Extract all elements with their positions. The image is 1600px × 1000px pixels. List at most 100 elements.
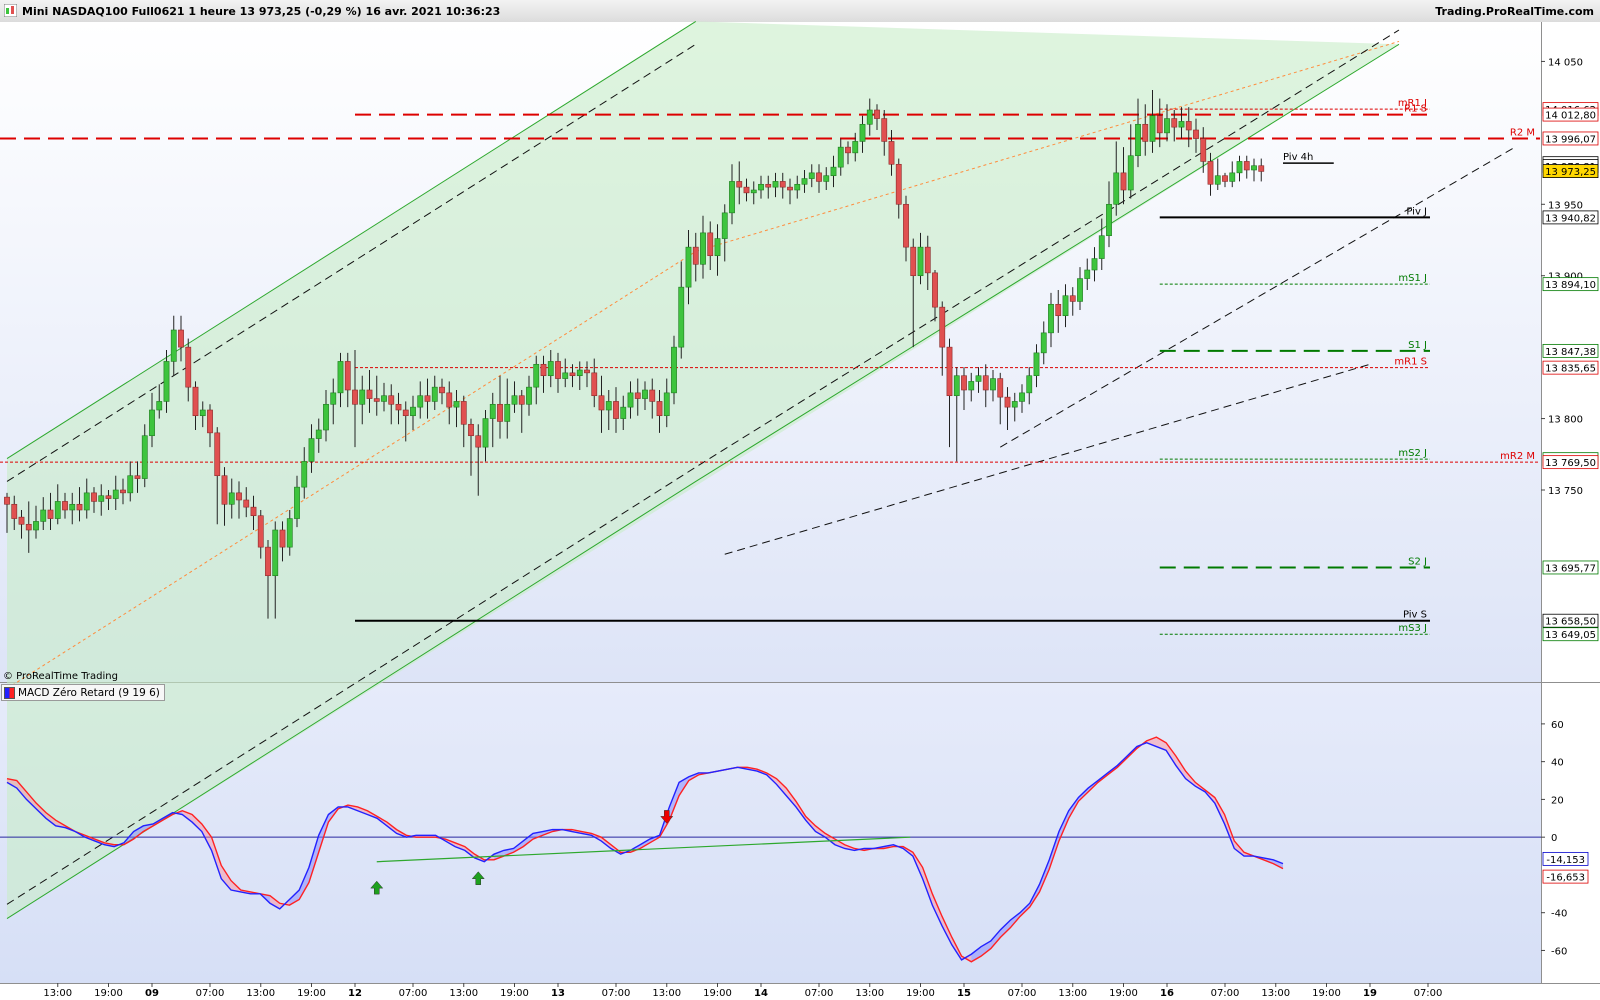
macd-shade [201, 823, 212, 851]
price-badge-label: 13 973,25 [1545, 167, 1596, 178]
macd-indicator: 60 40 20 0 -40 -60 -14,153 -16,653 [0, 720, 1589, 963]
copyright-notice: © ProRealTime Trading [3, 671, 118, 682]
candle-body [1048, 303, 1054, 334]
time-tick-label: 07:00 [1211, 988, 1240, 999]
pivot-label: R2 M [1510, 127, 1535, 138]
price-badge-label: 13 649,05 [1545, 630, 1596, 641]
candle-body [40, 509, 47, 522]
macd-shade [601, 837, 611, 849]
price-badge-label: 13 940,82 [1545, 213, 1596, 224]
candle-body [272, 529, 279, 577]
candle-body [1135, 123, 1141, 157]
macd-trendline [376, 836, 911, 863]
candle-body [866, 109, 873, 125]
candle-body [1120, 172, 1127, 191]
time-tick-label: 16 [1160, 988, 1174, 999]
candle-body [127, 475, 134, 494]
candle-body [779, 181, 786, 188]
candle-body [1185, 121, 1192, 131]
time-tick-label: 07:00 [399, 988, 428, 999]
macd-shade [357, 806, 368, 815]
macd-shade [971, 946, 982, 962]
candle-body [62, 501, 68, 511]
candle-body [1156, 115, 1163, 134]
candle-body [279, 529, 286, 548]
candle-body [845, 146, 851, 154]
candle-body [185, 346, 192, 388]
time-tick-label: 19 [1363, 988, 1377, 999]
candle-body [11, 503, 18, 519]
candle-body [1258, 165, 1265, 172]
candle-body [439, 386, 445, 394]
price-badge [1542, 613, 1599, 628]
time-tick-label: 07:00 [196, 988, 225, 999]
candle-body [692, 246, 699, 265]
time-tick-label: 13:00 [246, 988, 275, 999]
candle-body [758, 183, 764, 191]
macd-shade [942, 916, 952, 945]
macd-legend-label: MACD Zéro Retard (9 19 6) [18, 686, 160, 699]
pivot-label: Piv S [1403, 610, 1427, 621]
site-name: Trading.ProRealTime.com [1435, 5, 1594, 18]
price-tick-label: 13 900 [1548, 272, 1583, 283]
time-tick-label: 12 [348, 988, 362, 999]
candle-body [497, 403, 503, 422]
candle-body [1113, 172, 1120, 205]
macd-tick-label: 20 [1551, 795, 1564, 806]
macd-legend: MACD Zéro Retard (9 19 6) [1, 684, 165, 701]
price-badge [1542, 164, 1599, 178]
price-badge-label: 13 894,10 [1545, 280, 1596, 291]
candle-body [808, 172, 815, 179]
time-tick-label: 13 [551, 988, 565, 999]
candle-body [714, 238, 721, 257]
candle-body [54, 501, 61, 519]
macd-shade [932, 893, 943, 926]
candle-body [1193, 129, 1199, 139]
candle-body [156, 401, 163, 411]
candle-body [410, 406, 416, 417]
pivot-label: mR1 J [1398, 98, 1427, 109]
candle-body [323, 403, 329, 431]
candle-body [1251, 165, 1257, 171]
candle-body [1055, 303, 1062, 317]
candle-body [1142, 123, 1149, 142]
candle-body [772, 181, 779, 188]
time-axis-background [0, 983, 1541, 1000]
candle-body [294, 486, 300, 519]
price-badge [1542, 627, 1599, 642]
candle-body [700, 232, 706, 265]
candle-body [112, 489, 119, 499]
candle-body [460, 401, 467, 425]
candle-body [1040, 332, 1047, 354]
macd-shade [669, 782, 680, 821]
candle-body [149, 409, 155, 437]
candle-body [1200, 138, 1207, 162]
candle-body [968, 381, 975, 391]
candle-body [1222, 175, 1228, 182]
macd-shade [45, 812, 56, 826]
candle-body [286, 518, 293, 548]
candle-body [1106, 203, 1112, 237]
macd-shade [640, 839, 650, 849]
candle-body [547, 361, 554, 377]
candle-body [591, 372, 598, 397]
candle-body [214, 432, 221, 477]
candle-body [1207, 161, 1214, 185]
candle-body [1062, 295, 1069, 317]
candle-body [526, 386, 532, 405]
pivot-label: mS3 J [1398, 623, 1427, 634]
candle-body [990, 378, 996, 391]
macd-badge-label: -16,653 [1546, 873, 1585, 884]
candle-body [736, 181, 743, 188]
channel-upper-line [6, 21, 697, 459]
candle-body [511, 395, 518, 405]
macd-badge-label: -14,153 [1546, 855, 1585, 866]
arrow-up-icon [471, 871, 485, 885]
candle-body [344, 361, 351, 391]
macd-shade [815, 825, 826, 838]
macd-shade [981, 941, 991, 957]
price-badge-label: 13 769,50 [1545, 458, 1596, 469]
time-tick-label: 19:00 [94, 988, 123, 999]
rising-dashed-line [999, 146, 1516, 448]
